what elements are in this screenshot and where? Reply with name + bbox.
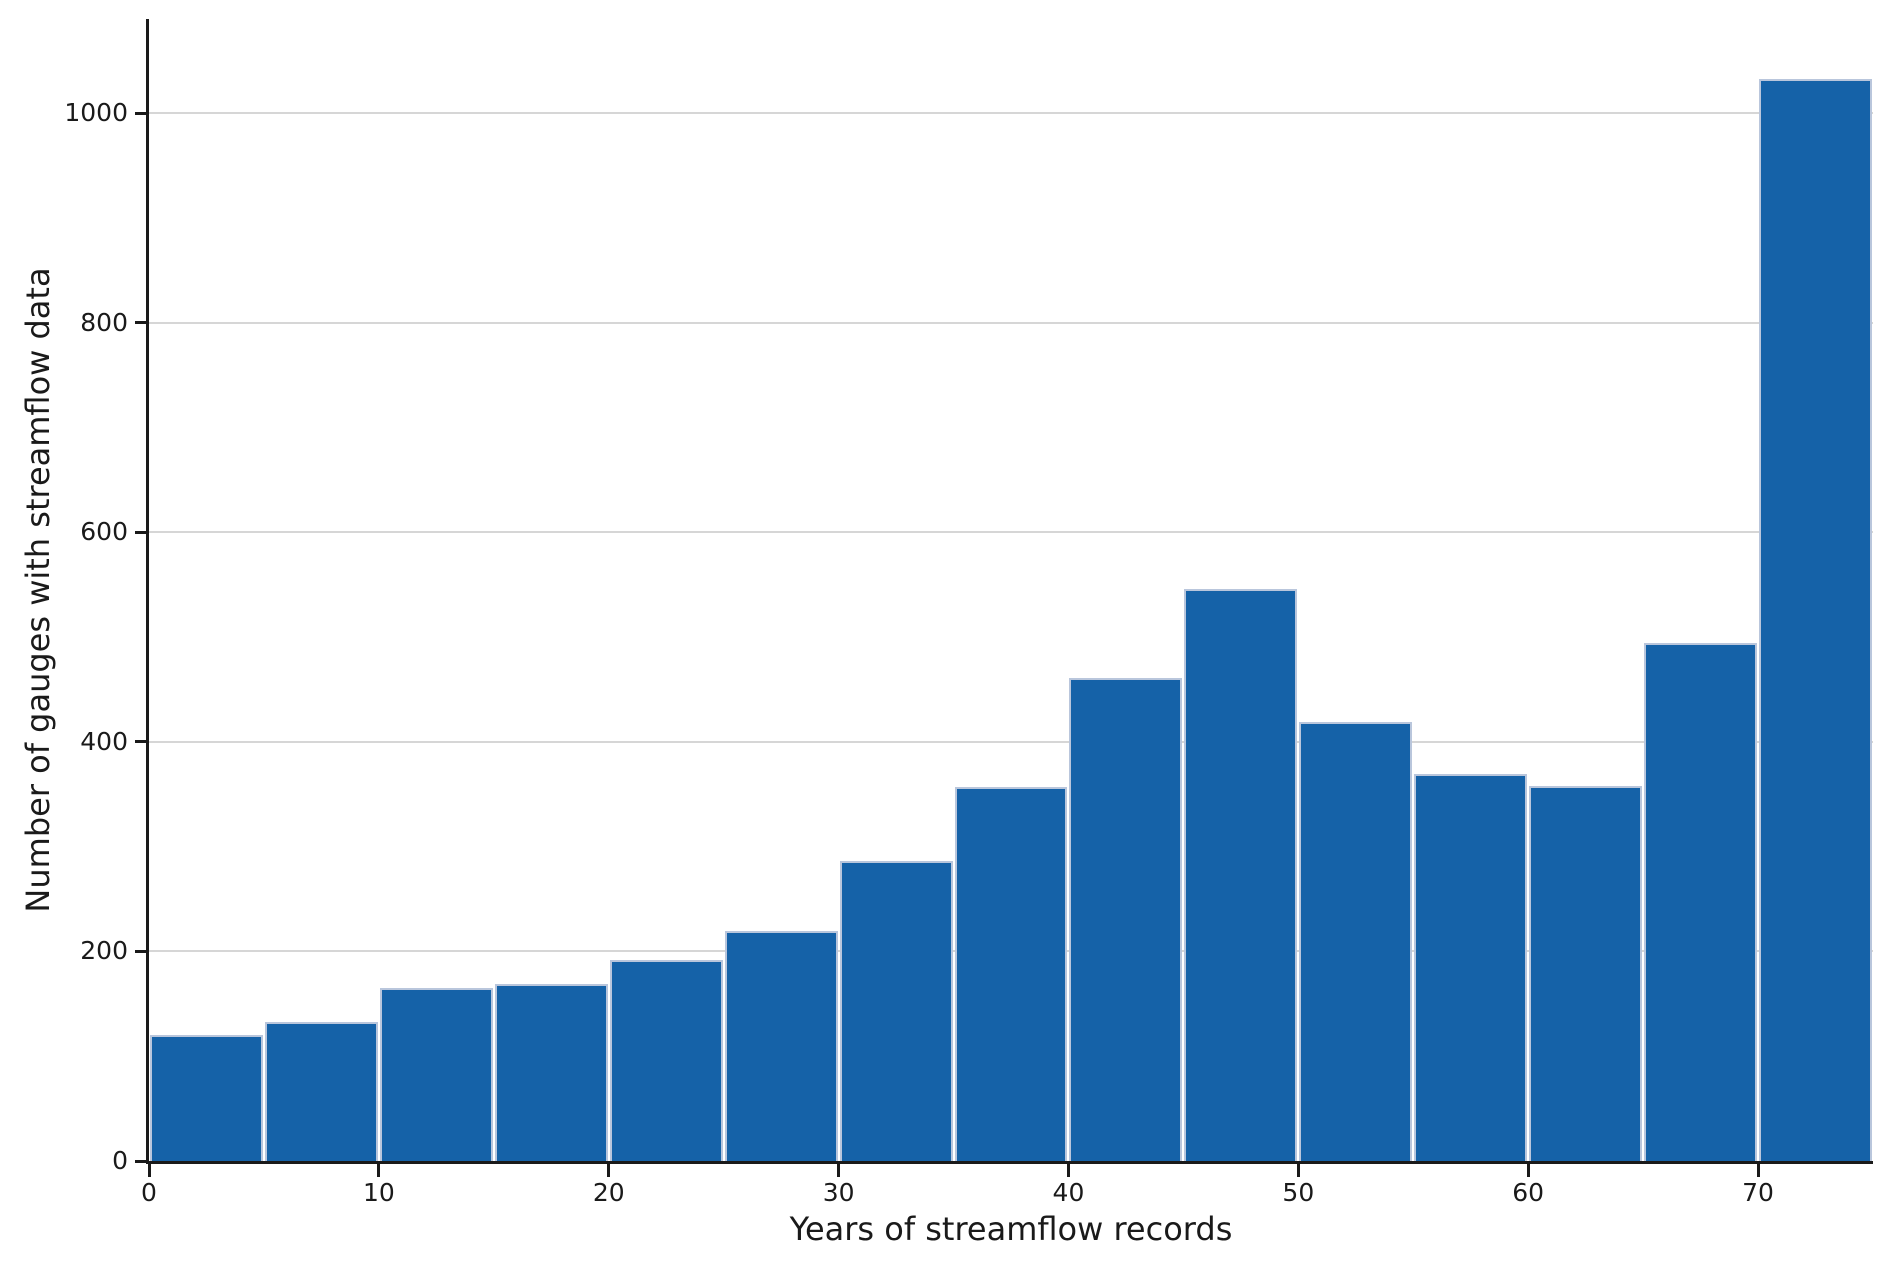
y-tick-mark-800 [135,321,148,325]
y-tick-mark-200 [135,949,148,953]
y-tick-label-1000: 1000 [64,98,128,128]
x-axis-title: Years of streamflow records [789,1210,1233,1248]
x-tick-mark-70 [1756,1164,1760,1177]
x-tick-label-30: 30 [822,1178,855,1207]
histogram-bar-30-35 [839,861,953,1161]
x-tick-mark-10 [377,1164,381,1177]
x-tick-mark-0 [147,1164,151,1177]
histogram-bar-55-60 [1414,774,1528,1161]
x-tick-label-60: 60 [1512,1178,1545,1207]
x-tick-label-10: 10 [362,1178,395,1207]
y-tick-mark-600 [135,530,148,534]
plot-area [146,19,1873,1164]
histogram-bar-70-75 [1759,78,1872,1161]
y-tick-mark-400 [135,740,148,744]
x-tick-mark-30 [837,1164,841,1177]
histogram-bar-15-20 [494,983,608,1161]
histogram-bar-60-65 [1529,785,1643,1161]
histogram-bar-5-10 [264,1021,378,1161]
gridline-y-600 [149,531,1873,534]
y-tick-label-600: 600 [80,517,128,547]
x-tick-mark-50 [1296,1164,1300,1177]
y-axis-title: Number of gauges with streamflow data [19,267,57,913]
histogram-bar-25-30 [724,930,838,1161]
x-tick-label-50: 50 [1282,1178,1315,1207]
x-tick-label-20: 20 [592,1178,625,1207]
x-tick-label-0: 0 [141,1178,157,1207]
y-tick-label-800: 800 [80,307,128,337]
x-tick-mark-20 [607,1164,611,1177]
histogram-bar-65-70 [1644,643,1758,1161]
y-tick-label-200: 200 [80,936,128,966]
histogram-bar-10-15 [379,988,493,1161]
gridline-y-400 [149,740,1873,743]
x-tick-label-40: 40 [1052,1178,1085,1207]
gridline-y-1000 [149,112,1873,115]
x-tick-mark-40 [1066,1164,1070,1177]
x-tick-mark-60 [1526,1164,1530,1177]
gridline-y-800 [149,321,1873,324]
histogram-bar-20-25 [609,959,723,1161]
y-tick-label-400: 400 [80,726,128,756]
histogram-bar-35-40 [954,786,1068,1161]
histogram-bar-50-55 [1299,722,1413,1161]
histogram-bar-40-45 [1069,678,1183,1161]
y-tick-mark-0 [135,1159,148,1163]
histogram-bar-0-5 [150,1035,263,1161]
x-tick-label-70: 70 [1742,1178,1774,1207]
y-tick-mark-1000 [135,111,148,115]
y-tick-label-0: 0 [112,1146,128,1175]
histogram-bar-45-50 [1184,588,1298,1161]
